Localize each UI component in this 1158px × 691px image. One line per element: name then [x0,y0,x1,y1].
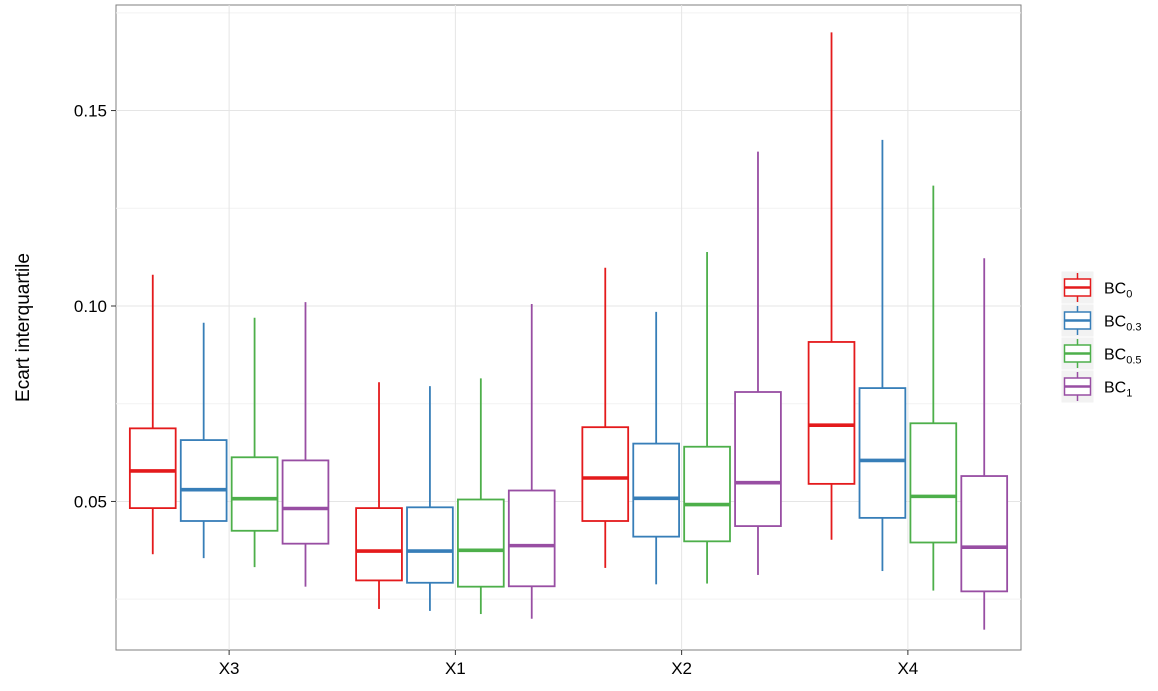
box-plot-BC0.5-X2 [683,252,731,584]
box [281,459,330,545]
box [632,442,680,538]
x-tick-label: X2 [671,659,692,678]
box-plot-BC0-X4 [807,32,856,540]
legend-label-subscript: 0.5 [1126,355,1141,367]
box-plot-BC0.3-X4 [858,139,907,572]
x-tick-label: X4 [897,659,918,678]
box [960,475,1009,593]
legend-item-BC0: BC0 [1060,270,1132,305]
box [909,422,958,544]
box-plot-BC1-X1 [507,304,556,619]
box [179,439,228,522]
legend-item-BC0.3: BC0.3 [1060,303,1142,338]
box [406,506,454,584]
legend-label-subscript: 0 [1126,289,1132,301]
box-plot-BC1-X4 [960,258,1009,630]
legend: BC0 BC0.3 BC0.5 BC1 [1060,270,1142,404]
box [507,489,556,588]
box-plot-BC0.3-X1 [406,386,454,611]
box-plot-BC0.5-X3 [230,317,279,568]
box-plot-BC1-X3 [281,302,330,587]
y-tick-label: 0.15 [74,102,107,121]
y-axis-title: Ecart interquartile [13,253,34,402]
legend-label: BC0 [1104,281,1132,301]
box [355,507,403,582]
box [457,498,505,588]
box-plot-BC0-X1 [355,382,403,609]
box-plot-BC0.3-X3 [179,322,228,559]
x-tick-label: X3 [219,659,240,678]
legend-label: BC0.5 [1104,347,1142,367]
box-plot-BC0.5-X4 [909,185,958,591]
box [858,387,907,519]
box-plot-BC0.3-X2 [632,311,680,585]
box-plot-BC0.5-X1 [457,378,505,615]
box [581,426,630,522]
legend-label-subscript: 1 [1126,388,1132,400]
legend-label: BC1 [1104,380,1132,400]
y-tick-label: 0.10 [74,297,107,316]
legend-item-BC0.5: BC0.5 [1060,336,1142,371]
box [807,341,856,485]
legend-label-subscript: 0.3 [1126,322,1141,334]
legend-item-BC1: BC1 [1060,369,1132,404]
box-plot-BC0-X3 [128,274,177,555]
legend-label: BC0.3 [1104,314,1142,334]
box [734,391,782,527]
grid-lines [116,5,1021,650]
plot-background [115,4,1022,651]
axes: 0.05 0.10 0.15 X3 X1 X2 X4 [74,102,918,678]
box-plot-BC1-X2 [734,151,782,575]
box [128,427,177,510]
box-plot-BC0-X2 [581,267,630,568]
box-layer [128,32,1009,630]
box [683,445,731,543]
x-tick-label: X1 [445,659,466,678]
box [230,456,279,532]
y-tick-label: 0.05 [74,492,107,511]
